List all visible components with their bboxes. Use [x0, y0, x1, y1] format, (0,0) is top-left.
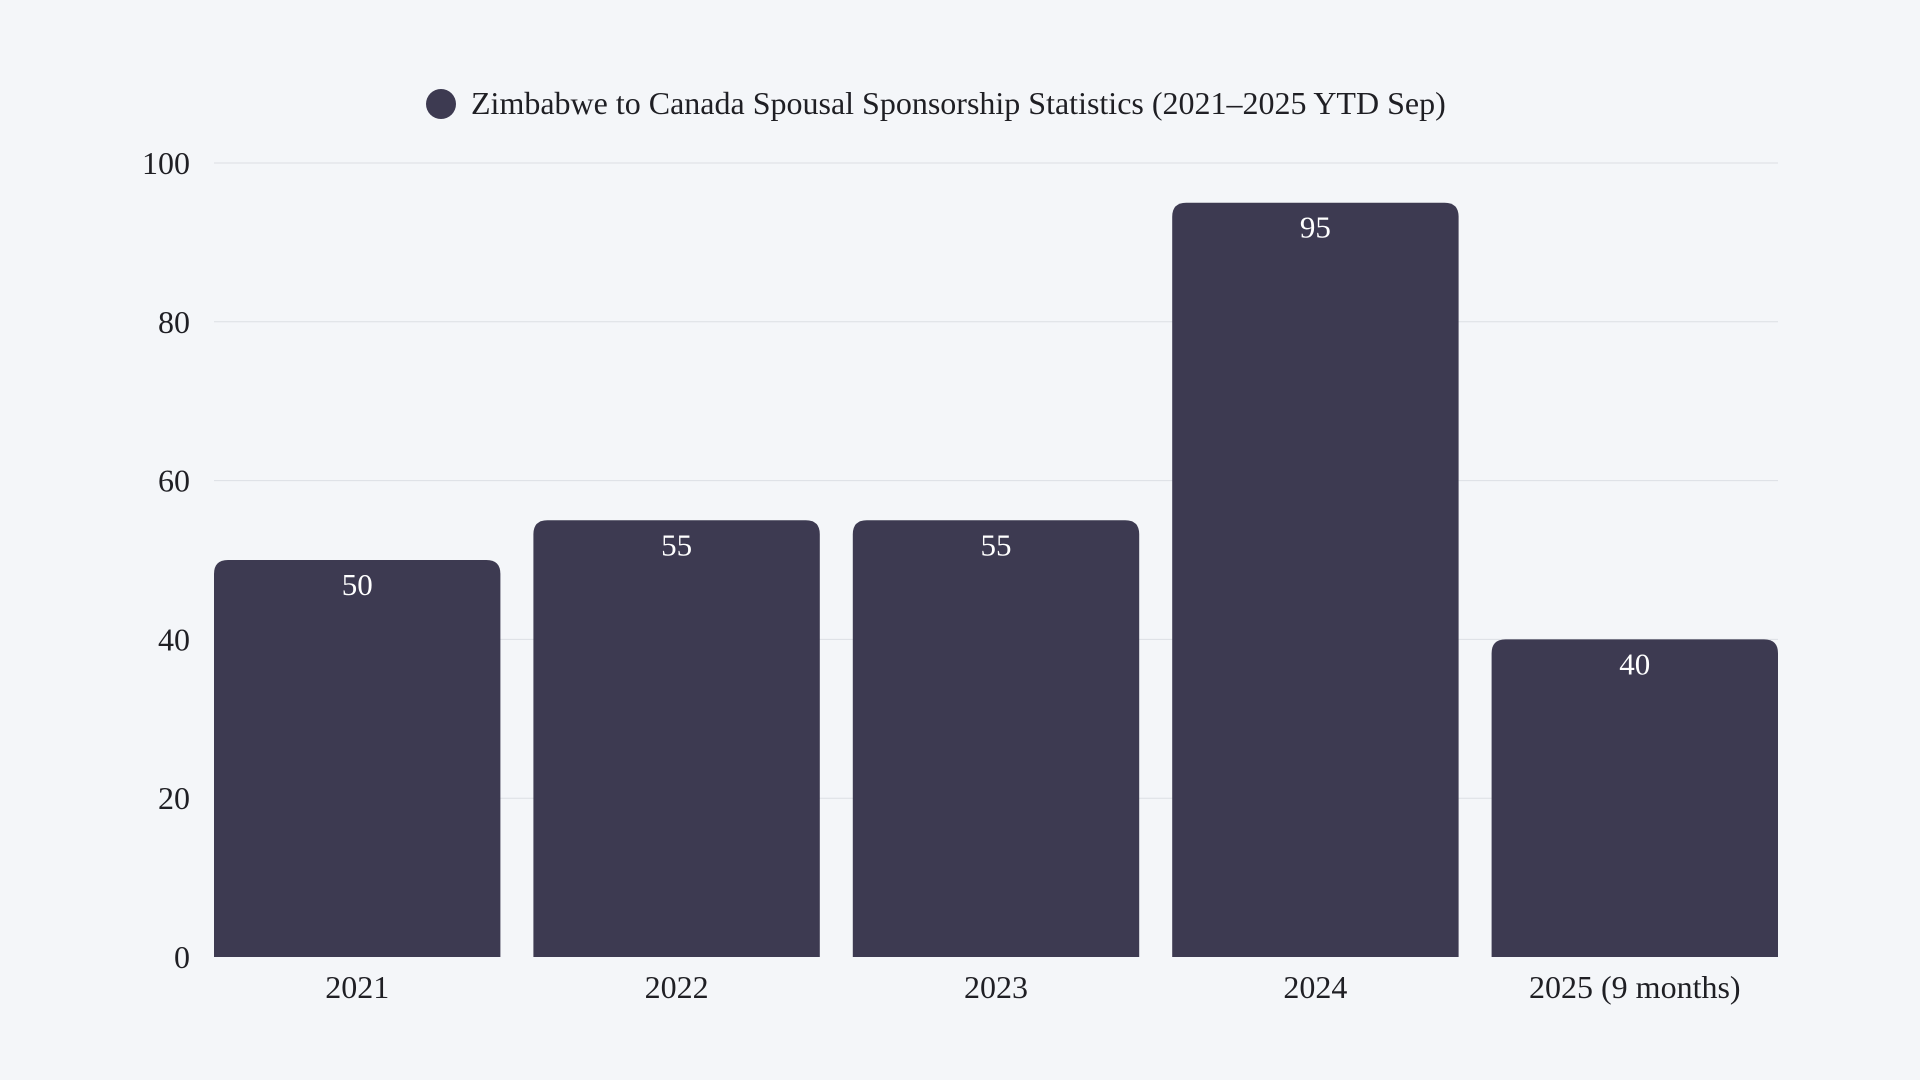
legend[interactable]: Zimbabwe to Canada Spousal Sponsorship S…: [426, 85, 1446, 121]
data-label: 95: [1300, 210, 1331, 245]
bar: [214, 560, 501, 957]
y-tick-label: 20: [158, 780, 190, 816]
y-tick-label: 80: [158, 304, 190, 340]
x-tick-label: 2022: [645, 969, 709, 1005]
data-label: 40: [1619, 646, 1650, 681]
x-axis: 2021 2022 2023 2024 2025 (9 months): [325, 969, 1740, 1005]
bar: [852, 520, 1140, 957]
bar: [1491, 639, 1778, 957]
legend-marker: [426, 89, 456, 119]
y-tick-label: 60: [158, 463, 190, 499]
x-tick-label: 2021: [325, 969, 389, 1005]
bar: [1172, 202, 1459, 957]
y-axis: 0 20 40 60 80 100: [142, 145, 190, 975]
y-tick-label: 100: [142, 145, 190, 181]
y-tick-label: 0: [174, 939, 190, 975]
data-label: 55: [981, 527, 1012, 562]
bars: 50 55 55 95 40: [214, 202, 1778, 957]
data-label: 55: [661, 527, 692, 562]
legend-label: Zimbabwe to Canada Spousal Sponsorship S…: [471, 85, 1446, 121]
x-tick-label: 2024: [1283, 969, 1347, 1005]
y-tick-label: 40: [158, 621, 190, 657]
x-tick-label: 2023: [964, 969, 1028, 1005]
x-tick-label: 2025 (9 months): [1529, 969, 1741, 1005]
data-label: 50: [342, 567, 373, 602]
bar: [533, 520, 820, 957]
